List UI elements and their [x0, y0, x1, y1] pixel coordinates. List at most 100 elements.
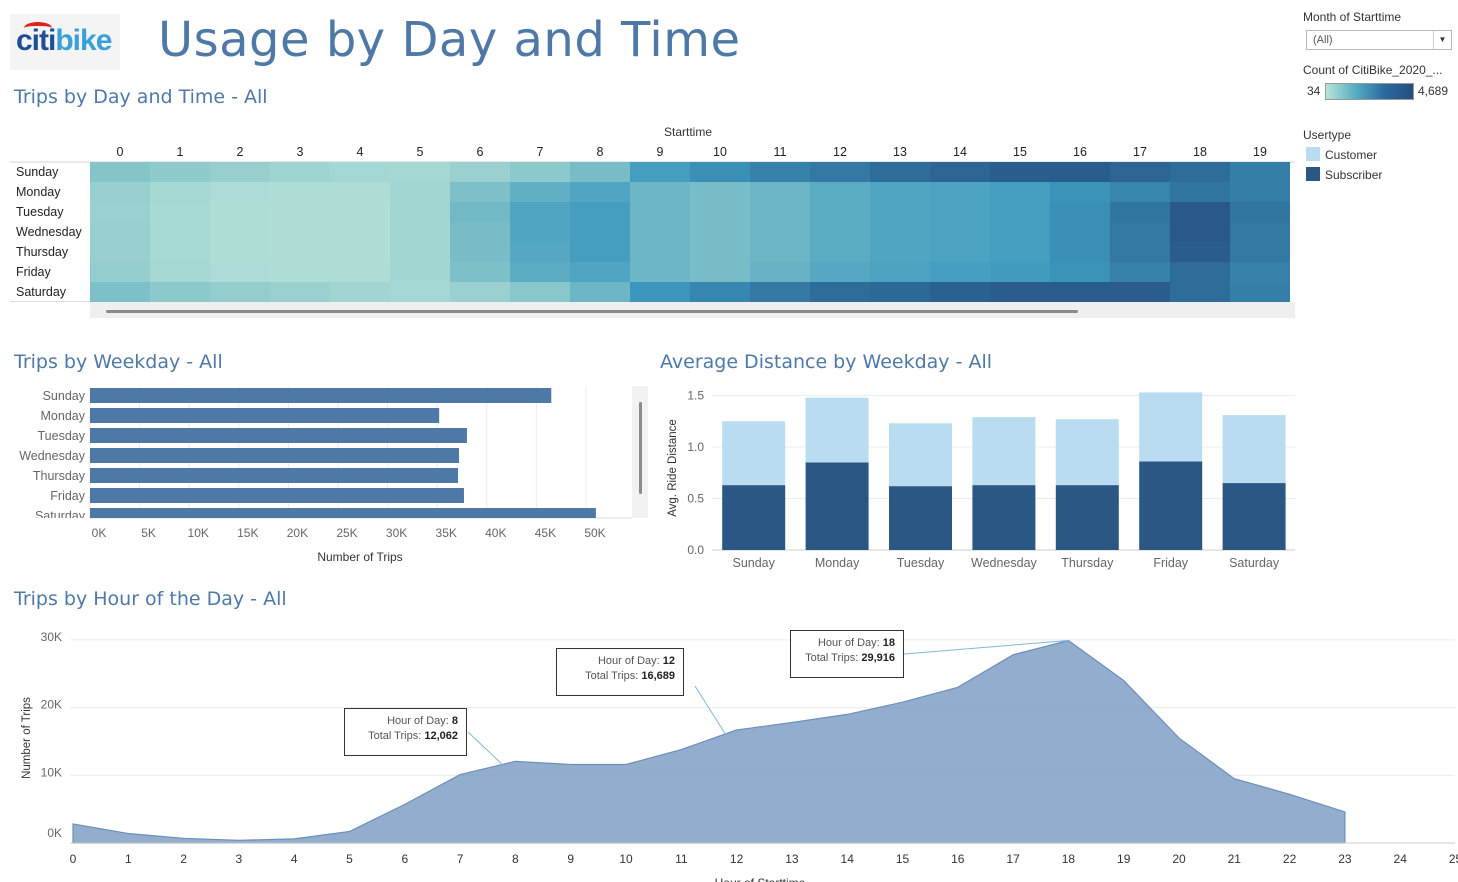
- heatmap-cell[interactable]: [990, 162, 1050, 182]
- heatmap-cell[interactable]: [1230, 242, 1290, 262]
- heatmap-cell[interactable]: [870, 182, 930, 202]
- weekday-bar[interactable]: [90, 448, 460, 463]
- distance-bar-customer[interactable]: [1139, 392, 1203, 462]
- heatmap-cell[interactable]: [330, 162, 390, 182]
- heatmap-cell[interactable]: [270, 262, 330, 282]
- annotation-hour-12[interactable]: Hour of Day: 12 Total Trips: 16,689: [556, 648, 684, 696]
- heatmap-cell[interactable]: [510, 182, 570, 202]
- distance-bar-customer[interactable]: [1055, 419, 1119, 486]
- heatmap-cell[interactable]: [1050, 262, 1110, 282]
- heatmap-cell[interactable]: [630, 182, 690, 202]
- heatmap-cell[interactable]: [270, 202, 330, 222]
- heatmap-cell[interactable]: [930, 182, 990, 202]
- horizontal-scrollbar[interactable]: [90, 302, 1295, 318]
- heatmap-cell[interactable]: [1230, 282, 1290, 302]
- heatmap-cell[interactable]: [1170, 162, 1230, 182]
- heatmap-cell[interactable]: [210, 162, 270, 182]
- heatmap-cell[interactable]: [390, 242, 450, 262]
- heatmap-cell[interactable]: [150, 202, 210, 222]
- heatmap-cell[interactable]: [870, 242, 930, 262]
- heatmap-cell[interactable]: [270, 182, 330, 202]
- heatmap-cell[interactable]: [1170, 202, 1230, 222]
- heatmap-cell[interactable]: [90, 282, 150, 302]
- heatmap-cell[interactable]: [1110, 162, 1170, 182]
- weekday-bar[interactable]: [90, 488, 464, 503]
- heatmap-cell[interactable]: [510, 262, 570, 282]
- distance-bar-customer[interactable]: [722, 421, 786, 486]
- heatmap-cell[interactable]: [930, 262, 990, 282]
- heatmap-cell[interactable]: [990, 202, 1050, 222]
- heatmap-cell[interactable]: [630, 162, 690, 182]
- distance-bar-subscriber[interactable]: [972, 485, 1036, 550]
- heatmap-cell[interactable]: [390, 202, 450, 222]
- heatmap-cell[interactable]: [510, 222, 570, 242]
- heatmap-cell[interactable]: [750, 182, 810, 202]
- heatmap-cell[interactable]: [330, 282, 390, 302]
- heatmap-cell[interactable]: [150, 282, 210, 302]
- subscriber-legend-label[interactable]: Subscriber: [1325, 168, 1383, 182]
- heatmap-cell[interactable]: [150, 222, 210, 242]
- heatmap-cell[interactable]: [1050, 282, 1110, 302]
- heatmap-cell[interactable]: [330, 202, 390, 222]
- heatmap-cell[interactable]: [690, 202, 750, 222]
- annotation-hour-8[interactable]: Hour of Day: 8 Total Trips: 12,062: [344, 708, 467, 756]
- heatmap-cell[interactable]: [150, 162, 210, 182]
- heatmap-cell[interactable]: [570, 222, 630, 242]
- weekday-bar[interactable]: [90, 408, 440, 423]
- heatmap-cell[interactable]: [870, 282, 930, 302]
- heatmap-cell[interactable]: [210, 262, 270, 282]
- heatmap-cell[interactable]: [330, 182, 390, 202]
- heatmap-cell[interactable]: [990, 182, 1050, 202]
- heatmap-cell[interactable]: [450, 242, 510, 262]
- heatmap-cell[interactable]: [1110, 242, 1170, 262]
- distance-bar-subscriber[interactable]: [889, 486, 952, 550]
- heatmap-cell[interactable]: [810, 222, 870, 242]
- heatmap-cell[interactable]: [930, 162, 990, 182]
- heatmap-cell[interactable]: [570, 202, 630, 222]
- heatmap-cell[interactable]: [810, 282, 870, 302]
- heatmap-cell[interactable]: [90, 242, 150, 262]
- heatmap-cell[interactable]: [990, 242, 1050, 262]
- heatmap-cell[interactable]: [1050, 242, 1110, 262]
- heatmap-cell[interactable]: [1170, 262, 1230, 282]
- heatmap-cell[interactable]: [870, 222, 930, 242]
- heatmap-cell[interactable]: [450, 262, 510, 282]
- heatmap-cell[interactable]: [630, 202, 690, 222]
- distance-bar-customer[interactable]: [1222, 415, 1286, 484]
- heatmap-cell[interactable]: [450, 282, 510, 302]
- heatmap-cell[interactable]: [750, 162, 810, 182]
- heatmap-cell[interactable]: [450, 162, 510, 182]
- heatmap-cell[interactable]: [870, 262, 930, 282]
- distance-bar-subscriber[interactable]: [1222, 483, 1286, 550]
- heatmap-cell[interactable]: [390, 222, 450, 242]
- heatmap-cell[interactable]: [450, 182, 510, 202]
- weekday-bar[interactable]: [90, 428, 467, 443]
- distance-bar-subscriber[interactable]: [1139, 461, 1203, 550]
- heatmap-cell[interactable]: [810, 262, 870, 282]
- heatmap-cell[interactable]: [1170, 182, 1230, 202]
- heatmap-cell[interactable]: [630, 282, 690, 302]
- heatmap-cell[interactable]: [450, 202, 510, 222]
- heatmap-cell[interactable]: [1230, 222, 1290, 242]
- heatmap-cell[interactable]: [510, 162, 570, 182]
- heatmap-cell[interactable]: [270, 282, 330, 302]
- heatmap-cell[interactable]: [690, 242, 750, 262]
- heatmap-cell[interactable]: [150, 182, 210, 202]
- heatmap-cell[interactable]: [690, 162, 750, 182]
- heatmap-cell[interactable]: [570, 242, 630, 262]
- heatmap-cell[interactable]: [750, 262, 810, 282]
- customer-legend-label[interactable]: Customer: [1325, 148, 1378, 162]
- heatmap-cell[interactable]: [690, 262, 750, 282]
- heatmap-cell[interactable]: [1230, 262, 1290, 282]
- heatmap-cell[interactable]: [810, 202, 870, 222]
- heatmap-cell[interactable]: [1050, 202, 1110, 222]
- heatmap-cell[interactable]: [930, 202, 990, 222]
- distance-bar-subscriber[interactable]: [1055, 485, 1119, 550]
- heatmap-cell[interactable]: [210, 202, 270, 222]
- heatmap-cell[interactable]: [90, 182, 150, 202]
- heatmap-cell[interactable]: [570, 162, 630, 182]
- heatmap-cell[interactable]: [1230, 182, 1290, 202]
- heatmap-cell[interactable]: [570, 182, 630, 202]
- heatmap-cell[interactable]: [330, 242, 390, 262]
- heatmap-cell[interactable]: [570, 262, 630, 282]
